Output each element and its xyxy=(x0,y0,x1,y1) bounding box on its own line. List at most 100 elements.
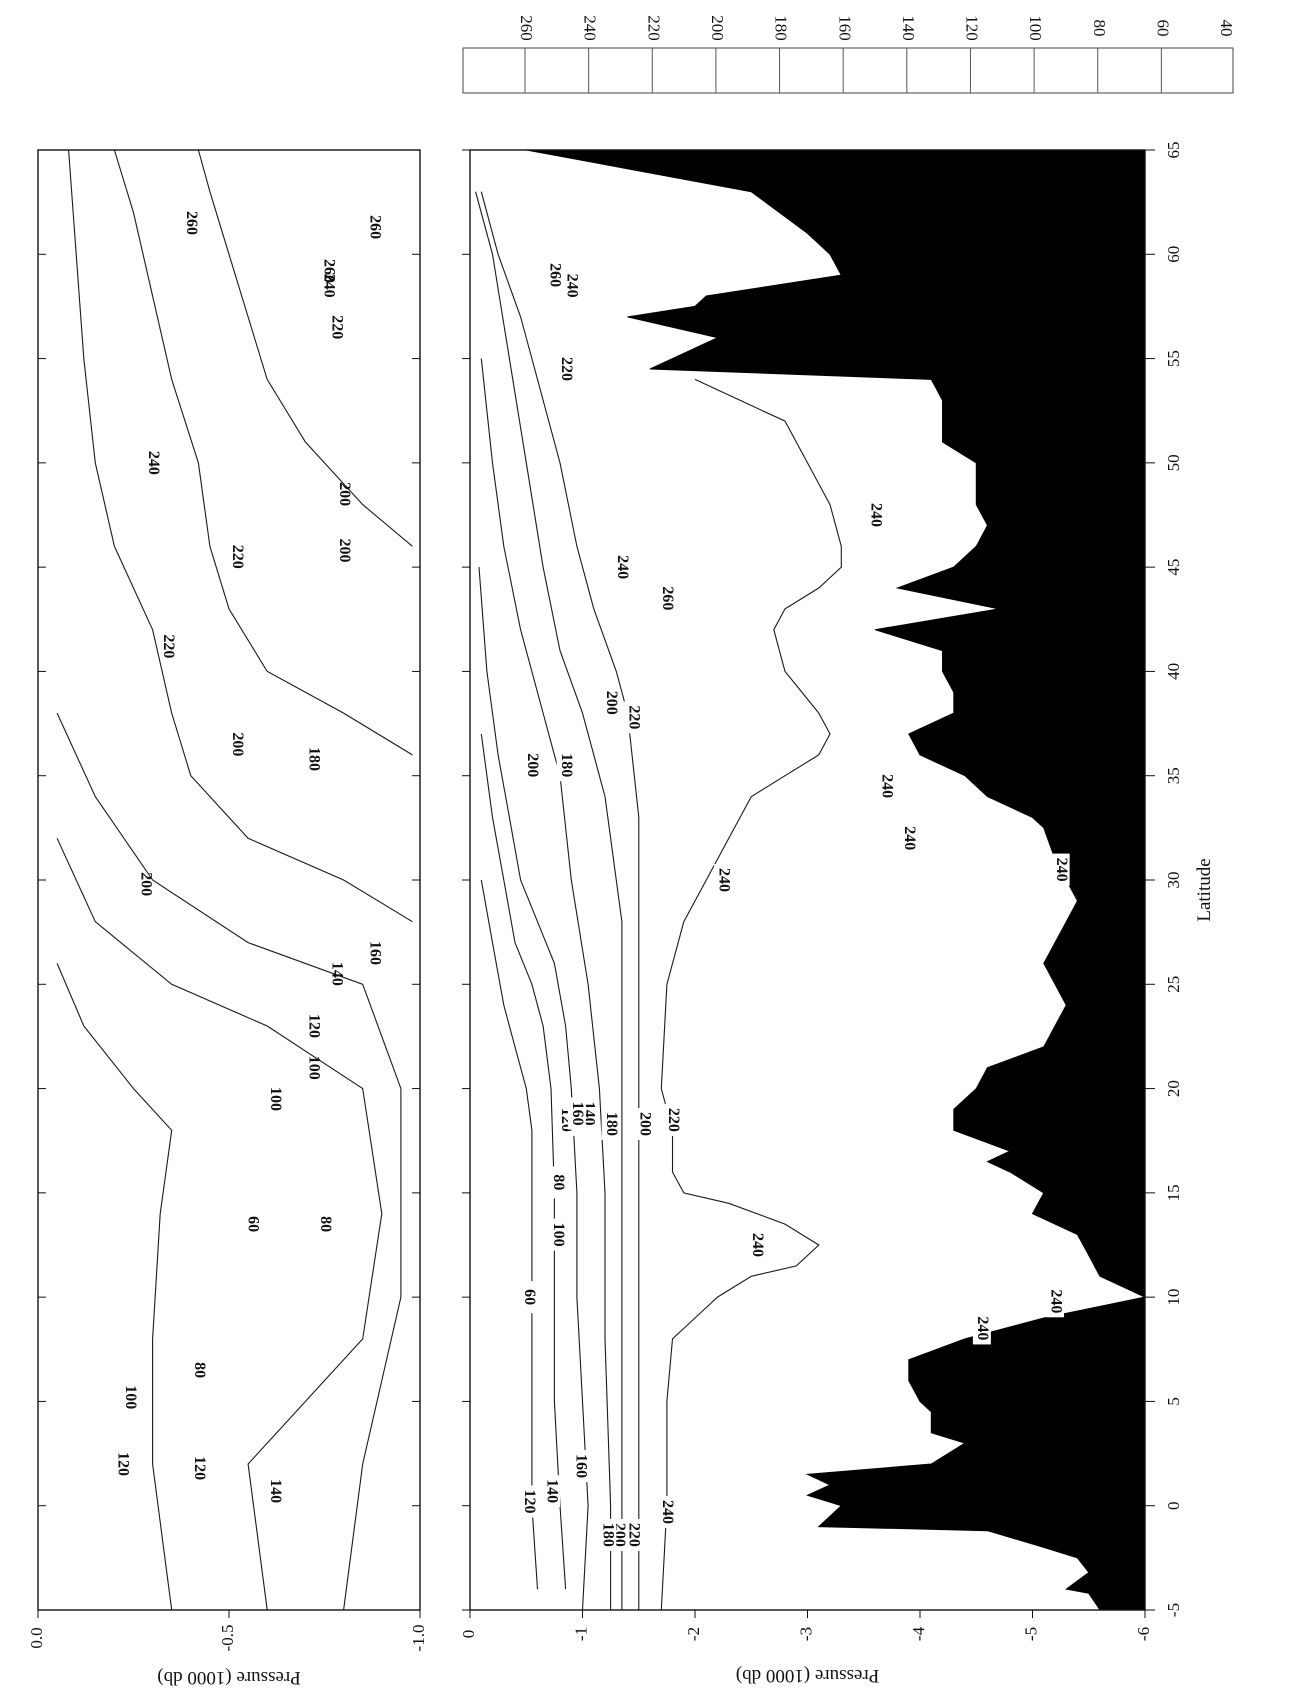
lower-contour-label: 240 xyxy=(614,555,631,579)
contour-label-bg xyxy=(657,1495,676,1528)
upper-contour-label: 200 xyxy=(137,872,154,896)
lower-panel: -5 0 5 10 15 20 25 30 35 40 45 50 55 60 65 0 -1 -2 -3 -4 -5… xyxy=(459,142,1215,1687)
contour-label-bg xyxy=(624,701,643,734)
upper-contour-200 xyxy=(68,149,413,923)
contour-label-bg xyxy=(519,1485,538,1518)
lower-contour-label: 260 xyxy=(547,263,564,287)
upper-pressure-tick-label: -1.0 xyxy=(409,1625,428,1652)
lower-contour-label: 180 xyxy=(600,1523,617,1547)
upper-contour-220 xyxy=(113,149,413,756)
lower-contour-240 xyxy=(660,378,842,1611)
lower-contour-220 xyxy=(480,191,640,1610)
scale-bar-tick-label: 120 xyxy=(963,15,982,41)
latitude-tick-label: 65 xyxy=(1164,142,1183,159)
scale-bar-tick-label: 160 xyxy=(835,15,854,41)
contour-label-bg xyxy=(877,770,896,803)
upper-contour-label: 200 xyxy=(336,538,353,562)
lower-contour-160 xyxy=(478,567,589,1611)
latitude-tick-label: 0 xyxy=(1164,1501,1183,1510)
lower-contour-label: 100 xyxy=(550,1223,567,1247)
latitude-tick-label: 25 xyxy=(1164,976,1183,993)
upper-contour-label: 120 xyxy=(305,1014,322,1038)
lower-contour-label: 240 xyxy=(1053,858,1070,882)
lower-contour-label: 180 xyxy=(603,1112,620,1136)
contour-label-bg xyxy=(522,749,541,782)
lower-contour-label: 240 xyxy=(1047,1289,1064,1313)
lower-x-ticks: -5 0 5 10 15 20 25 30 35 40 45 50 55 60 65 xyxy=(462,142,1183,1617)
lower-contour-label: 160 xyxy=(569,1102,586,1126)
lower-pressure-tick-label: -1 xyxy=(571,1627,590,1641)
lower-contour-label: 240 xyxy=(879,774,896,798)
scale-bar-tick-label: 220 xyxy=(644,15,663,41)
contour-label-bg xyxy=(663,1103,682,1136)
upper-y-ticks: 0.0 -0.5 -1.0 xyxy=(27,1610,428,1651)
upper-contour-label: 120 xyxy=(191,1456,208,1480)
contour-label-bg xyxy=(556,353,575,385)
lower-contour-140 xyxy=(480,733,567,1590)
upper-pressure-tick-label: 0.0 xyxy=(27,1627,46,1648)
lower-pressure-tick-label: 0 xyxy=(459,1630,478,1639)
upper-contour-label: 260 xyxy=(183,211,200,235)
upper-contour-120 xyxy=(56,963,173,1611)
contour-label-bg xyxy=(556,749,575,782)
scale-bar-ticks: 260 240 220 200 180 160 140 120 100 80 60 40 xyxy=(517,15,1236,93)
lower-y-axis-label: Pressure (1000 db) xyxy=(736,1665,880,1686)
scale-bar-tick-label: 40 xyxy=(1217,20,1236,37)
contour-label-bg xyxy=(624,1518,643,1551)
upper-contour-label: 240 xyxy=(145,451,162,475)
upper-contour-label: 240 xyxy=(321,274,338,298)
scale-bar-tick-label: 180 xyxy=(772,15,791,41)
lower-contour-label: 200 xyxy=(637,1112,654,1136)
scale-bar-tick-label: 200 xyxy=(708,15,727,41)
lower-contour-label: 240 xyxy=(901,826,918,850)
scale-bar-tick-label: 240 xyxy=(581,15,600,41)
contour-label-bg xyxy=(866,499,884,531)
latitude-tick-label: 20 xyxy=(1164,1080,1183,1097)
lower-contour-label: 260 xyxy=(659,586,676,610)
lower-contour-label: 180 xyxy=(558,753,575,777)
upper-contour-label: 60 xyxy=(244,1216,261,1232)
scale-bar-tick-label: 260 xyxy=(517,15,536,41)
latitude-tick-label: 5 xyxy=(1164,1397,1183,1406)
lower-contour-label: 240 xyxy=(974,1316,991,1340)
lower-contour-label: 220 xyxy=(625,705,642,729)
upper-y-axis-label: Pressure (1000 db) xyxy=(157,1667,301,1688)
contour-label-bg xyxy=(657,582,676,615)
upper-contour-label: 120 xyxy=(114,1452,131,1476)
latitude-tick-label: 50 xyxy=(1164,454,1183,471)
upper-contour-label: 180 xyxy=(305,747,322,771)
scale-bar: 260 240 220 200 180 160 140 120 100 80 60 40 xyxy=(462,15,1236,94)
latitude-tick-label: -5 xyxy=(1164,1603,1183,1617)
latitude-tick-label: 35 xyxy=(1164,767,1183,784)
upper-contour-240 xyxy=(197,149,413,547)
upper-contour-label: 260 xyxy=(321,259,338,283)
upper-contour-160 xyxy=(56,712,402,1611)
lower-contour-label: 240 xyxy=(715,868,732,892)
upper-x-ticks xyxy=(38,149,420,1611)
upper-contour-label: 260 xyxy=(366,215,383,239)
scale-bar-tick-label: 60 xyxy=(1153,20,1172,37)
contour-label-bg xyxy=(1046,1285,1064,1318)
upper-contour-label: 80 xyxy=(191,1362,208,1378)
upper-contour-label: 100 xyxy=(267,1087,284,1111)
upper-contour-label: 100 xyxy=(122,1385,139,1409)
contour-label-bg xyxy=(972,1312,991,1345)
lower-contour-label: 220 xyxy=(558,357,575,381)
contour-label-bg xyxy=(548,1218,567,1251)
latitude-tick-label: 60 xyxy=(1164,246,1183,263)
upper-contour-label: 200 xyxy=(229,732,246,756)
contour-label-bg xyxy=(519,1281,538,1314)
lower-contours xyxy=(475,191,842,1611)
scale-bar-tick-label: 140 xyxy=(899,15,918,41)
lower-contour-label: 200 xyxy=(603,691,620,715)
bottom-topography xyxy=(526,149,1147,1611)
lower-contour-180 xyxy=(480,358,612,1610)
upper-contour-140 xyxy=(56,838,383,1611)
lower-contour-label: 120 xyxy=(521,1490,538,1514)
scale-bar-tick-label: 80 xyxy=(1090,20,1109,37)
contour-label-bg xyxy=(601,1108,620,1141)
upper-pressure-tick-label: -0.5 xyxy=(218,1625,237,1652)
lower-contour-label: 220 xyxy=(625,1523,642,1547)
lower-pressure-tick-label: -3 xyxy=(796,1627,815,1641)
